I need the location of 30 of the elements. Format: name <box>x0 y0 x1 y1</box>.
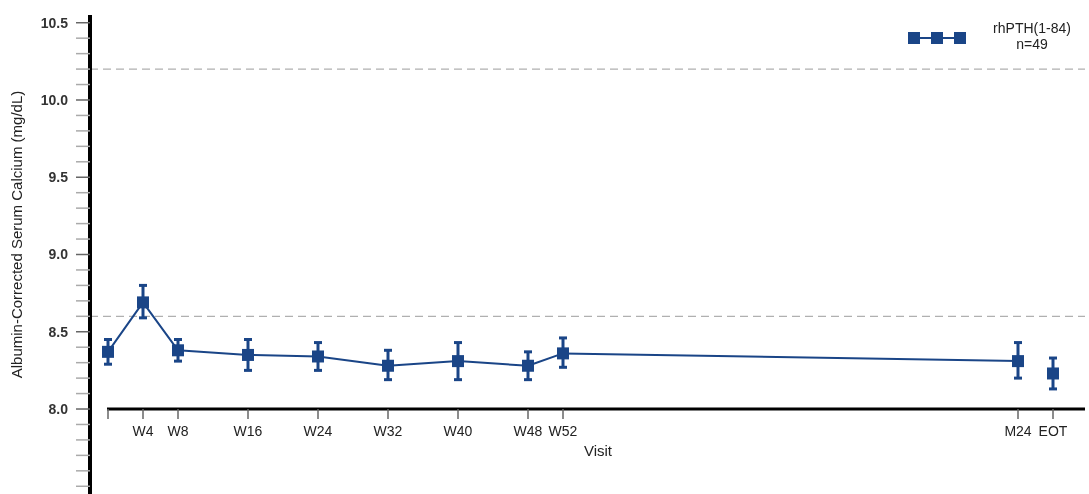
y-axis-title: Albumin-Corrected Serum Calcium (mg/dL) <box>8 90 25 379</box>
y-tick-label: 10.5 <box>40 14 69 31</box>
y-tick-label: 9.0 <box>48 246 69 263</box>
x-tick-label: W48 <box>513 423 543 440</box>
x-tick-label: W52 <box>548 423 578 440</box>
y-tick-label: 8.0 <box>48 400 69 417</box>
point <box>1047 367 1059 380</box>
point <box>312 350 324 363</box>
x-axis-title: Visit <box>583 442 613 460</box>
point <box>172 344 184 357</box>
x-tick-label: M24 <box>1004 423 1032 440</box>
point <box>242 348 254 361</box>
x-tick-label: EOT <box>1038 423 1068 440</box>
point <box>522 359 534 372</box>
point <box>137 296 149 309</box>
x-tick-label: W40 <box>443 423 473 440</box>
y-tick-label: 10.0 <box>40 91 69 108</box>
x-tick-label: W24 <box>303 423 333 440</box>
x-tick-label: W8 <box>167 423 189 440</box>
point <box>1012 355 1024 368</box>
x-tick-label: W16 <box>233 423 263 440</box>
point <box>557 347 569 360</box>
y-tick-label: 9.5 <box>48 169 69 186</box>
legend-label: rhPTH(1-84) n=49 <box>993 20 1071 53</box>
y-tick-label: 8.5 <box>48 323 69 340</box>
x-tick-label: W4 <box>132 423 154 440</box>
point <box>382 359 394 372</box>
point <box>452 355 464 368</box>
x-tick-label: W32 <box>373 423 403 440</box>
point <box>102 345 114 358</box>
